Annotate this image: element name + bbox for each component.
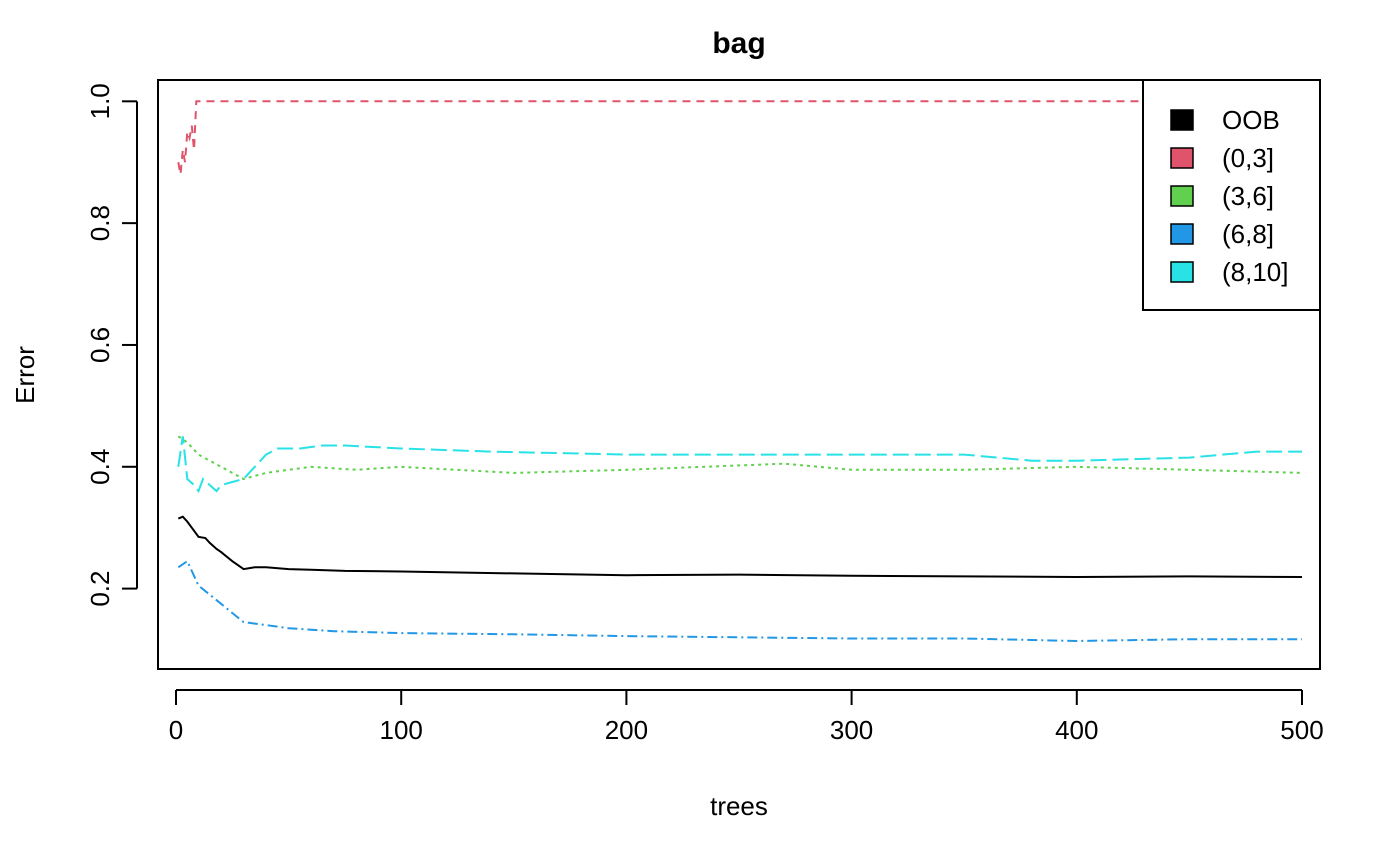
series-line-2: [177, 435, 1303, 481]
legend-swatch-3: [1170, 223, 1194, 245]
series-line-4: [177, 436, 1302, 494]
x-tick-label-0: 0: [169, 715, 183, 745]
legend-swatch-1: [1170, 147, 1194, 169]
legend-label-4: (8,10]: [1222, 257, 1289, 287]
plot-frame: [157, 79, 1321, 670]
legend-label-1: (0,3]: [1222, 143, 1274, 173]
series-line-3: [177, 559, 1302, 643]
series-line-1: [177, 100, 1302, 175]
legend-label-0: OOB: [1222, 105, 1280, 135]
series-line-0: [177, 515, 1303, 579]
legend-swatch-2: [1170, 185, 1194, 207]
legend-swatch-0: [1170, 109, 1194, 131]
x-tick-label-1: 100: [380, 715, 423, 745]
y-tick-label-2: 0.6: [85, 327, 115, 363]
x-tick-label-2: 200: [605, 715, 648, 745]
legend-swatch-4: [1170, 261, 1194, 283]
x-tick-label-5: 500: [1280, 715, 1323, 745]
x-tick-label-4: 400: [1055, 715, 1098, 745]
legend: OOB (0,3] (3,6] (6,8] (8,10]: [1142, 79, 1321, 311]
y-tick-label-4: 1.0: [85, 83, 115, 119]
series-layer: [177, 100, 1303, 643]
y-axis: 0.2 0.4 0.6 0.8 1.0: [85, 83, 138, 607]
legend-label-3: (6,8]: [1222, 219, 1274, 249]
y-axis-label: Error: [10, 346, 40, 404]
legend-label-2: (3,6]: [1222, 181, 1274, 211]
x-axis-label: trees: [710, 791, 768, 821]
x-axis: 0 100 200 300 400 500: [169, 689, 1324, 745]
y-tick-label-0: 0.2: [85, 571, 115, 607]
x-tick-label-3: 300: [830, 715, 873, 745]
y-tick-label-1: 0.4: [85, 449, 115, 485]
y-tick-label-3: 0.8: [85, 205, 115, 241]
chart-title: bag: [712, 27, 765, 60]
